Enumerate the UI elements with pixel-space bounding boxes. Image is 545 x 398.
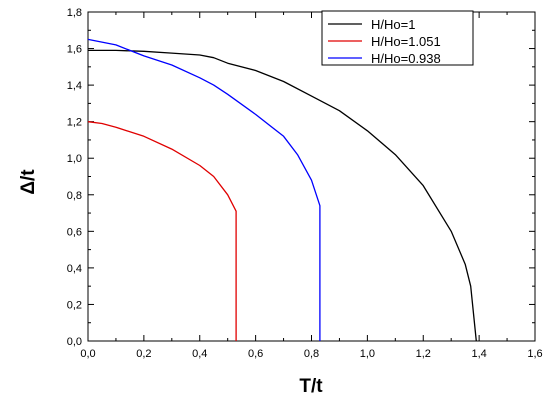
series-lines bbox=[87, 38, 477, 342]
series-line-2 bbox=[87, 121, 237, 341]
y-tick-label: 0,2 bbox=[67, 299, 82, 311]
x-axis-title: T/t bbox=[299, 376, 323, 397]
x-axis-ticks: 0,0 0,2 0,4 0,6 0,8 1,0 1,2 1,4 1,6 bbox=[80, 12, 543, 360]
x-tick-label: 1,2 bbox=[416, 348, 431, 360]
y-tick-label: 0,8 bbox=[67, 190, 82, 202]
x-tick-label: 0,8 bbox=[304, 348, 319, 360]
y-tick-label: 1,2 bbox=[67, 117, 82, 129]
x-tick-label: 0,4 bbox=[192, 348, 207, 360]
y-tick-label: 0,0 bbox=[67, 336, 82, 348]
y-tick-label: 1,8 bbox=[67, 7, 82, 19]
legend-label: H/Ho=1 bbox=[371, 17, 415, 32]
x-tick-label: 0,2 bbox=[136, 348, 151, 360]
legend: H/Ho=1 H/Ho=1.051 H/Ho=0.938 bbox=[321, 10, 474, 66]
x-tick-label: 1,4 bbox=[471, 348, 486, 360]
y-tick-label: 0,6 bbox=[67, 226, 82, 238]
y-tick-label: 0,4 bbox=[67, 263, 82, 275]
x-tick-label: 0,6 bbox=[248, 348, 263, 360]
y-axis-title: Δ/t bbox=[18, 169, 39, 195]
legend-label: H/Ho=1.051 bbox=[371, 34, 441, 49]
y-tick-label: 1,4 bbox=[67, 80, 82, 92]
legend-label: H/Ho=0.938 bbox=[371, 51, 441, 66]
series-line-3 bbox=[87, 38, 321, 341]
x-tick-label: 1,0 bbox=[360, 348, 375, 360]
series-line-1 bbox=[88, 49, 477, 342]
x-tick-label: 1,6 bbox=[527, 348, 542, 360]
y-axis-ticks: 0,0 0,2 0,4 0,6 0,8 1,0 1,2 1,4 1,6 1,8 bbox=[67, 7, 535, 348]
y-tick-label: 1,0 bbox=[67, 153, 82, 165]
legend-box bbox=[321, 10, 474, 66]
x-tick-label: 0,0 bbox=[80, 348, 95, 360]
y-tick-label: 1,6 bbox=[67, 44, 82, 56]
